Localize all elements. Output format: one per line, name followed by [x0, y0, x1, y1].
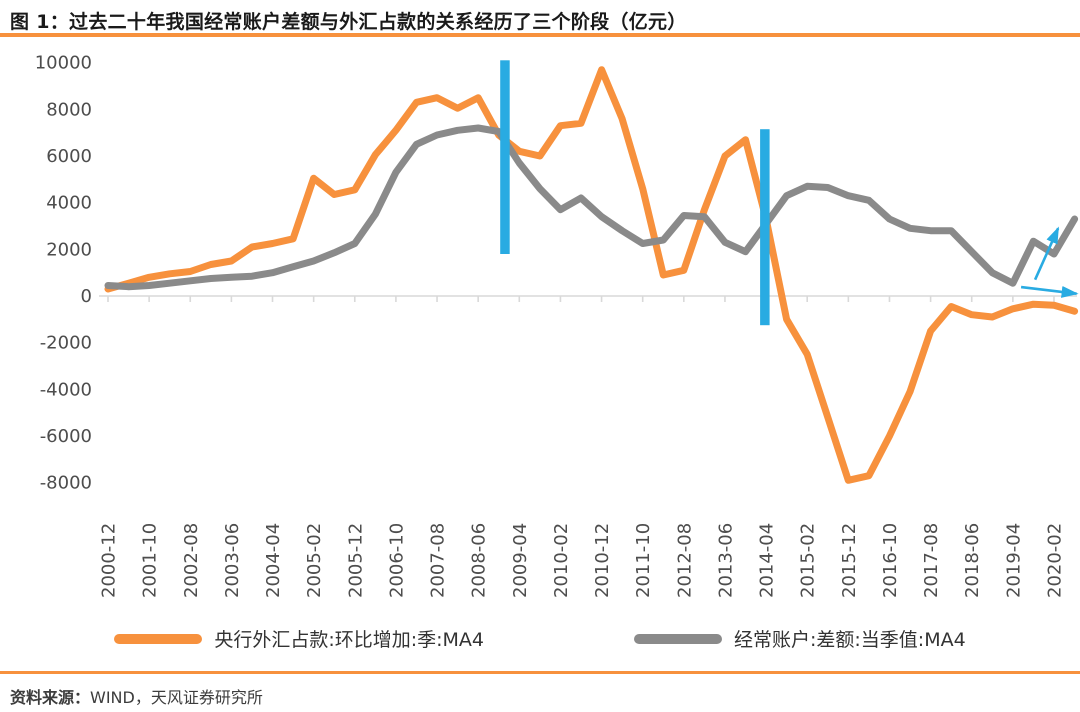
y-axis-label: 2000 — [46, 239, 92, 260]
x-axis-label: 2007-08 — [428, 523, 449, 598]
x-axis-label: 2012-08 — [674, 523, 695, 598]
legend-item-current-account: 经常账户:差额:当季值:MA4 — [634, 625, 966, 652]
highlight-bar-2 — [760, 129, 770, 326]
source-note: 资料来源：WIND，天风证券研究所 — [10, 684, 263, 708]
accent-rule-bottom — [0, 671, 1080, 674]
y-axis: 10000 8000 6000 4000 2000 0 -2000 -4000 -6000 -80… — [35, 53, 92, 494]
series-line-1 — [104, 124, 1079, 291]
x-axis-label: 2006-10 — [386, 523, 407, 598]
highlight-bar-1 — [500, 60, 510, 254]
y-axis-label: -2000 — [40, 333, 92, 354]
x-axis-label: 2010-12 — [592, 523, 613, 598]
y-axis-label: 10000 — [35, 53, 92, 74]
x-axis-label: 2015-12 — [839, 523, 860, 598]
y-axis-label: -6000 — [40, 426, 92, 447]
legend-item-fx-purchases: 央行外汇占款:环比增加:季:MA4 — [114, 625, 484, 652]
x-axis-label: 2009-04 — [510, 523, 531, 598]
source-text: WIND，天风证券研究所 — [90, 688, 263, 707]
accent-rule-top — [0, 33, 1080, 37]
x-axis-label: 2002-08 — [181, 523, 202, 598]
y-axis-label: -8000 — [40, 473, 92, 494]
x-axis-label: 2015-02 — [798, 523, 819, 598]
x-axis-label: 2018-06 — [962, 523, 983, 598]
line-chart: 2000-12 2001-10 2002-08 2003-06 2004-04 2005-… — [35, 53, 1079, 598]
x-axis-label: 2019-04 — [1003, 523, 1024, 598]
series-line-0 — [104, 66, 1079, 484]
x-axis-label: 2020-02 — [1044, 523, 1065, 598]
legend-label-current-account: 经常账户:差额:当季值:MA4 — [734, 629, 966, 651]
x-axis: 2000-12 2001-10 2002-08 2003-06 2004-04 2005-… — [99, 295, 1077, 598]
x-axis-label: 2010-02 — [551, 523, 572, 598]
x-axis-label: 2017-08 — [921, 523, 942, 598]
x-axis-label: 2005-12 — [345, 523, 366, 598]
trend-arrow-right — [1020, 285, 1079, 298]
x-axis-label: 2000-12 — [99, 523, 120, 598]
x-axis-label: 2011-10 — [633, 523, 654, 598]
figure-title: 图 1：过去二十年我国经常账户差额与外汇占款的关系经历了三个阶段（亿元） — [10, 11, 687, 33]
chart-legend: 央行外汇占款:环比增加:季:MA4 经常账户:差额:当季值:MA4 — [0, 625, 1080, 652]
y-axis-label: 6000 — [46, 146, 92, 167]
legend-line-gray — [634, 633, 722, 644]
trend-arrow-up-right — [1033, 226, 1060, 281]
x-axis-label: 2001-10 — [140, 523, 161, 598]
x-axis-label: 2014-04 — [757, 523, 778, 598]
y-axis-label: -4000 — [40, 379, 92, 400]
y-axis-label: 0 — [81, 286, 92, 307]
x-axis-label: 2005-02 — [304, 523, 325, 598]
x-axis-label: 2004-04 — [263, 523, 284, 598]
legend-line-orange — [114, 633, 203, 644]
source-label: 资料来源： — [10, 688, 91, 707]
y-axis-label: 4000 — [46, 193, 92, 214]
legend-label-fx-purchases: 央行外汇占款:环比增加:季:MA4 — [214, 629, 484, 651]
x-axis-label: 2008-06 — [469, 523, 490, 598]
x-axis-label: 2013-06 — [715, 523, 736, 598]
x-axis-label: 2003-06 — [222, 523, 243, 598]
x-axis-label: 2016-10 — [880, 523, 901, 598]
y-axis-label: 8000 — [46, 99, 92, 120]
